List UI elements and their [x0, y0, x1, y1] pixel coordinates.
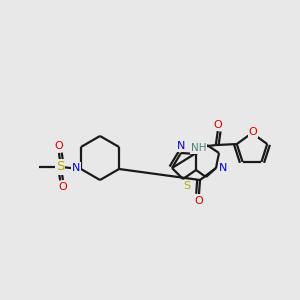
Text: S: S: [183, 181, 190, 191]
Text: N: N: [72, 163, 80, 173]
Text: O: O: [55, 141, 63, 151]
Text: O: O: [249, 127, 257, 137]
Text: N: N: [177, 141, 185, 151]
Text: O: O: [58, 182, 67, 192]
Text: NH: NH: [191, 143, 206, 153]
Text: O: O: [213, 120, 222, 130]
Text: N: N: [219, 163, 227, 173]
Text: S: S: [56, 160, 64, 173]
Text: O: O: [195, 196, 203, 206]
